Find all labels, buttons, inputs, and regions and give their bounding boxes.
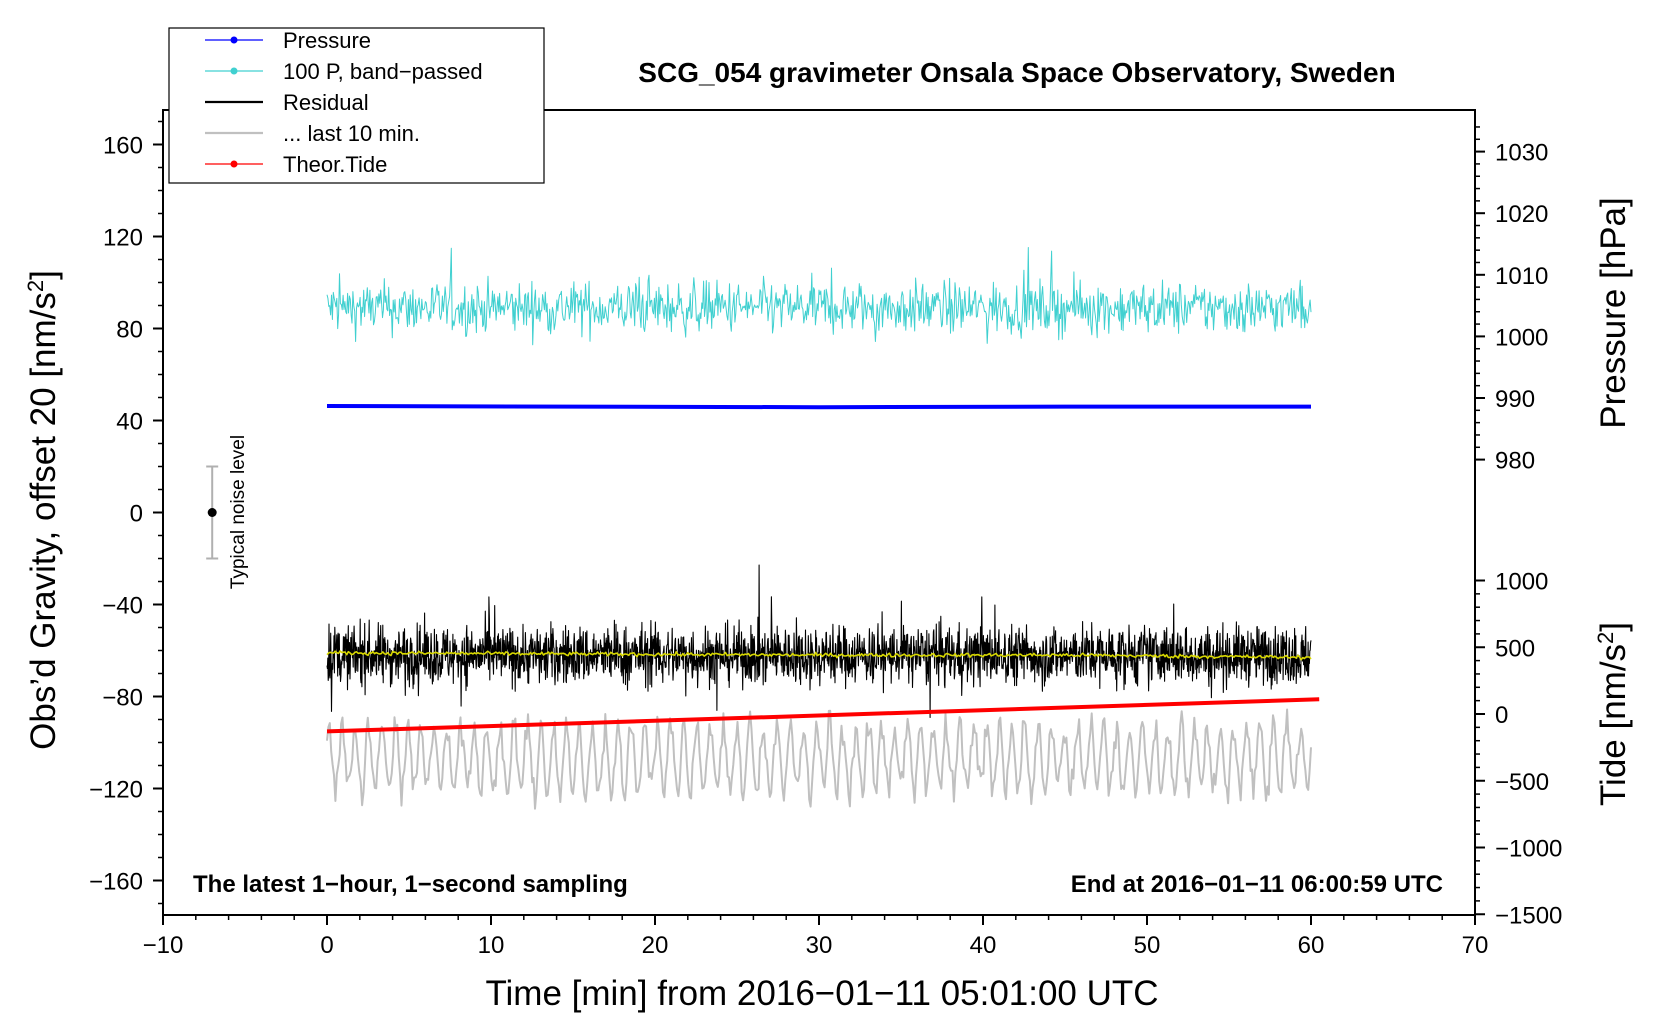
legend-marker — [230, 67, 238, 75]
y-axis-left-label-end: ] — [24, 270, 63, 280]
y-left-tick-label: −160 — [89, 869, 143, 896]
legend-marker — [230, 36, 238, 44]
legend-entry-theor-tide: Theor.Tide — [205, 152, 387, 177]
y-left-tick-label: 80 — [116, 317, 143, 344]
legend: Pressure 100 P, band−passed Residual ... la… — [168, 27, 545, 184]
legend-entry-100-p-band-passed: 100 P, band−passed — [205, 59, 483, 84]
chart-title: SCG_054 gravimeter Onsala Space Observat… — [638, 57, 1395, 88]
series-residual-line — [326, 564, 1312, 719]
y-axis-tide-label-end: ] — [1594, 622, 1633, 632]
x-tick-label: 0 — [320, 932, 333, 959]
x-axis: −10 0 10 20 30 40 50 60 70 — [143, 915, 1489, 959]
series-residual-smoothed-line — [326, 650, 1312, 661]
legend-label: Residual — [283, 90, 369, 115]
pressure-tick-label: 990 — [1495, 386, 1535, 413]
legend-label: Theor.Tide — [283, 152, 387, 177]
noise-center-dot — [207, 508, 217, 517]
x-tick-label: 60 — [1298, 932, 1325, 959]
y-axis-tide: 1000 500 0 −500 −1000 −1500 — [1475, 569, 1562, 929]
series-layer — [326, 247, 1320, 810]
y-axis-left-label: Obs’d Gravity, offset 20 [nm/s2] — [23, 270, 63, 750]
x-tick-label: 30 — [806, 932, 833, 959]
y-axis-pressure: 1030 1020 1010 1000 990 980 — [1475, 126, 1548, 475]
legend-entry-last-10-min: ... last 10 min. — [205, 121, 420, 146]
pressure-tick-label: 1020 — [1495, 201, 1548, 228]
series-100-p-band-passed-line — [326, 247, 1312, 346]
legend-entry-residual: Residual — [205, 90, 369, 115]
x-tick-label: −10 — [143, 932, 184, 959]
y-axis-tide-label-text: Tide [nm/s — [1594, 644, 1633, 806]
x-tick-label: 10 — [478, 932, 505, 959]
legend-label: 100 P, band−passed — [283, 59, 483, 84]
x-tick-label: 20 — [642, 932, 669, 959]
x-tick-label: 70 — [1462, 932, 1489, 959]
y-left-tick-label: 160 — [103, 133, 143, 160]
y-axis-pressure-label: Pressure [hPa] — [1594, 197, 1633, 429]
pressure-tick-label: 1010 — [1495, 263, 1548, 290]
legend-marker — [230, 160, 238, 168]
pressure-tick-label: 1030 — [1495, 140, 1548, 167]
series-last-10-min-line — [326, 708, 1312, 810]
tide-tick-label: −1500 — [1495, 902, 1562, 929]
y-axis-left: 160 120 80 40 0 −40 −80 −120 −160 — [89, 120, 163, 905]
legend-label: ... last 10 min. — [283, 121, 420, 146]
x-tick-label: 40 — [970, 932, 997, 959]
legend-label: Pressure — [283, 28, 371, 53]
tide-tick-label: 1000 — [1495, 569, 1548, 596]
tide-tick-label: 500 — [1495, 635, 1535, 662]
noise-level-label: Typical noise level — [228, 435, 249, 589]
y-left-tick-label: −120 — [89, 777, 143, 804]
tide-tick-label: 0 — [1495, 702, 1508, 729]
pressure-tick-label: 980 — [1495, 448, 1535, 475]
y-left-tick-label: 0 — [130, 501, 143, 528]
y-axis-left-label-text: Obs’d Gravity, offset 20 [nm/s — [24, 292, 63, 750]
legend-box — [168, 27, 545, 184]
y-left-tick-label: −80 — [102, 685, 143, 712]
x-tick-label: 50 — [1134, 932, 1161, 959]
series-pressure-line — [326, 404, 1311, 410]
noise-indicator — [206, 465, 219, 560]
y-axis-tide-label: Tide [nm/s2] — [1593, 622, 1633, 806]
legend-entry-pressure: Pressure — [205, 28, 371, 53]
annotation-sampling: The latest 1−hour, 1−second sampling — [193, 871, 628, 898]
tide-tick-label: −500 — [1495, 769, 1549, 796]
y-left-tick-label: 40 — [116, 409, 143, 436]
plot-frame — [162, 109, 1476, 916]
x-axis-label: Time [min] from 2016−01−11 05:01:00 UTC — [485, 974, 1158, 1013]
y-left-tick-label: 120 — [103, 225, 143, 252]
y-left-tick-label: −40 — [102, 593, 143, 620]
series-theor-tide-line — [326, 697, 1320, 734]
y-axis-tide-label-sup: 2 — [1593, 632, 1618, 644]
tide-tick-label: −1000 — [1495, 836, 1562, 863]
y-axis-left-label-sup: 2 — [23, 280, 48, 292]
pressure-tick-label: 1000 — [1495, 324, 1548, 351]
annotation-end-time: End at 2016−01−11 06:00:59 UTC — [1071, 871, 1443, 898]
